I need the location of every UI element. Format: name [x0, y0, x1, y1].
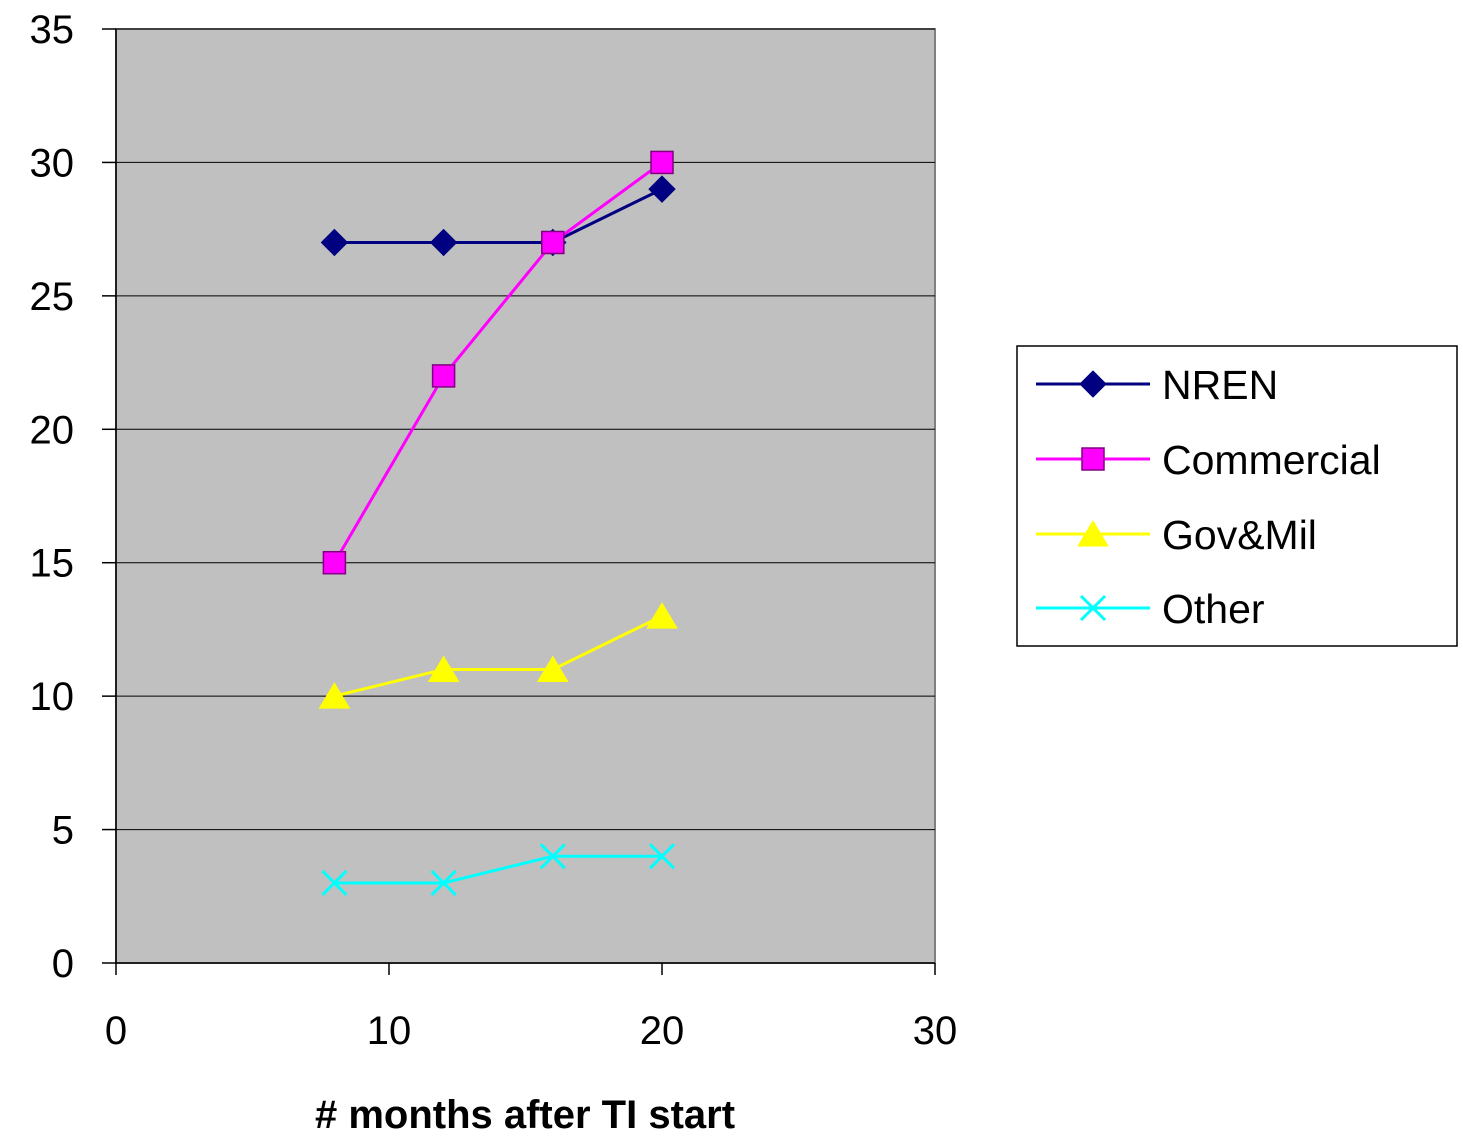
legend-marker	[1079, 370, 1107, 398]
x-marker-stroke	[321, 869, 348, 897]
axes	[115, 29, 935, 964]
legend-marker	[1079, 594, 1107, 622]
y-tick-label: 25	[30, 275, 75, 319]
x-marker-stroke	[648, 843, 676, 870]
series-group	[318, 150, 678, 897]
data-point-commercial	[650, 150, 674, 175]
legend-label: Commercial	[1162, 437, 1381, 483]
y-tick-label: 30	[30, 141, 75, 185]
data-point-nren	[320, 228, 349, 257]
data-point-other	[321, 869, 348, 897]
legend-item-other: Other	[1036, 586, 1265, 632]
data-point-gov-mil	[427, 655, 460, 682]
legend-item-nren: NREN	[1036, 362, 1278, 408]
data-point-nren	[648, 175, 676, 203]
data-point-gov-mil	[536, 655, 569, 682]
data-point-commercial	[541, 230, 565, 255]
x-marker-stroke	[1079, 594, 1107, 622]
y-tick-label: 5	[52, 809, 74, 853]
x-tick-label: 30	[913, 1009, 958, 1053]
x-marker-stroke	[539, 843, 566, 870]
y-axis-ticks: 0 5 10 15 20 25 30 35	[30, 8, 116, 986]
series-line-nren	[334, 187, 663, 244]
legend-label: Other	[1162, 586, 1265, 632]
legend-label: NREN	[1162, 362, 1278, 408]
legend: NREN Commercial Gov&Mil Other	[1016, 345, 1458, 647]
data-point-other	[539, 843, 566, 870]
data-point-commercial	[431, 364, 456, 388]
y-tick-label: 15	[30, 542, 75, 586]
x-axis-ticks: 0 10 20 30	[105, 963, 957, 1053]
series-other	[321, 843, 676, 897]
y-tick-label: 20	[30, 408, 75, 452]
series-commercial	[322, 150, 674, 575]
data-point-gov-mil	[646, 602, 678, 629]
x-marker-stroke	[430, 869, 457, 897]
series-line-gov-mil	[334, 614, 663, 698]
legend-box	[1016, 345, 1458, 647]
plot-area	[115, 28, 936, 964]
legend-item-gov-mil: Gov&Mil	[1036, 512, 1317, 558]
data-point-other	[648, 843, 676, 870]
data-point-nren	[429, 228, 458, 257]
series-line-other	[334, 854, 662, 885]
data-point-gov-mil	[318, 682, 351, 709]
x-tick-label: 20	[640, 1009, 685, 1053]
gridlines	[116, 28, 935, 831]
y-tick-label: 0	[52, 942, 74, 986]
legend-marker	[1081, 447, 1105, 471]
x-tick-label: 10	[367, 1009, 412, 1053]
series-line-commercial	[333, 161, 663, 564]
y-tick-label: 10	[30, 675, 75, 719]
legend-label: Gov&Mil	[1162, 512, 1317, 558]
legend-item-commercial: Commercial	[1036, 437, 1381, 483]
legend-marker	[1077, 520, 1109, 547]
data-point-other	[430, 869, 457, 897]
x-tick-label: 0	[105, 1009, 127, 1053]
series-gov-mil	[318, 602, 678, 709]
data-point-commercial	[322, 550, 347, 575]
x-axis-title: # months after TI start	[315, 1093, 735, 1136]
y-tick-label: 35	[30, 8, 75, 52]
